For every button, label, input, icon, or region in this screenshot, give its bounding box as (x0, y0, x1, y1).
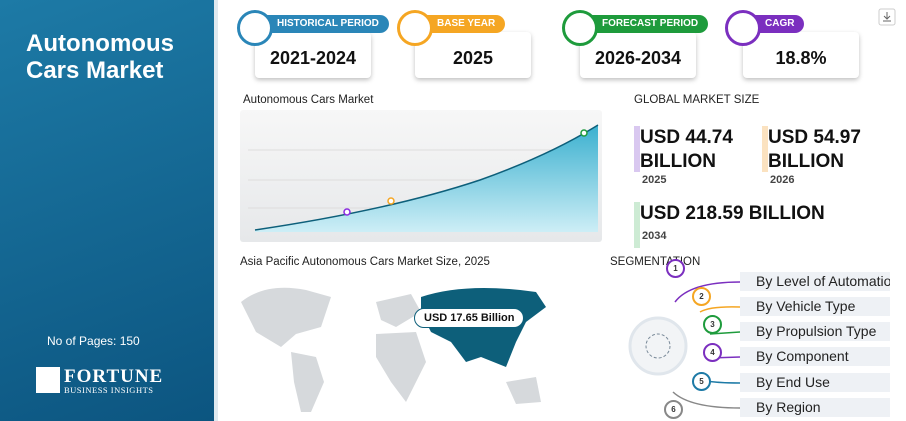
card-box (255, 32, 371, 78)
segment-label: By Component (740, 347, 890, 366)
segment-number: 6 (664, 400, 683, 419)
market-year: 2026 (770, 174, 795, 186)
segment-number: 2 (692, 287, 711, 306)
card-icon (562, 10, 598, 46)
market-year: 2034 (642, 230, 667, 242)
world-map (241, 287, 546, 412)
market-value: USD 44.74 BILLION (640, 127, 733, 172)
region-value: USD 17.65 Billion (414, 308, 525, 328)
logo-name: FORTUNE (64, 366, 164, 387)
card-value: 2026-2034 (594, 48, 682, 68)
card-label: HISTORICAL PERIOD (255, 15, 389, 33)
segmentation-title: SEGMENTATION (610, 256, 701, 268)
card-icon (725, 10, 761, 46)
segment-label: By Vehicle Type (740, 297, 890, 316)
card-value: 2021-2024 (269, 48, 357, 68)
segment-number: 5 (692, 372, 711, 391)
segment-label: By Propulsion Type (740, 322, 890, 341)
global-title: GLOBAL MARKET SIZE (634, 94, 760, 106)
sidebar: Autonomous Cars Market No of Pages: 150 … (0, 0, 218, 421)
card-box (415, 32, 531, 78)
card-box (743, 32, 859, 78)
value-accent (762, 126, 768, 172)
segment-label: By End Use (740, 373, 890, 392)
market-value: USD 54.97 BILLION (768, 127, 861, 172)
segment-number: 1 (666, 259, 685, 278)
value-accent (634, 126, 640, 172)
title: Autonomous Cars Market (26, 30, 174, 84)
card-icon (397, 10, 433, 46)
trend-chart (240, 110, 602, 242)
value-accent (634, 202, 640, 248)
segment-label: By Region (740, 398, 890, 417)
stat-card: HISTORICAL PERIOD 2021-2024 (237, 10, 389, 82)
stat-card: CAGR 18.8% (725, 10, 865, 82)
card-label: BASE YEAR (415, 15, 506, 33)
card-icon (237, 10, 273, 46)
card-box (580, 32, 696, 78)
stat-card: FORECAST PERIOD 2026-2034 (562, 10, 709, 82)
download-icon[interactable] (878, 8, 896, 26)
pages: No of Pages: 150 (47, 334, 140, 348)
segment-label: By Level of Automatio (740, 272, 890, 291)
segment-number: 4 (703, 343, 722, 362)
trend-title: Autonomous Cars Market (243, 94, 374, 106)
region-title: Asia Pacific Autonomous Cars Market Size… (240, 256, 490, 268)
market-value: USD 218.59 BILLION (640, 203, 825, 224)
logo-mark (36, 367, 60, 393)
market-year: 2025 (642, 174, 667, 186)
card-label: FORECAST PERIOD (580, 15, 709, 33)
logo-sub: BUSINESS INSIGHTS (64, 385, 154, 395)
card-value: 18.8% (775, 48, 827, 68)
segment-number: 3 (703, 315, 722, 334)
stat-card: BASE YEAR 2025 (397, 10, 537, 82)
card-value: 2025 (452, 48, 494, 68)
